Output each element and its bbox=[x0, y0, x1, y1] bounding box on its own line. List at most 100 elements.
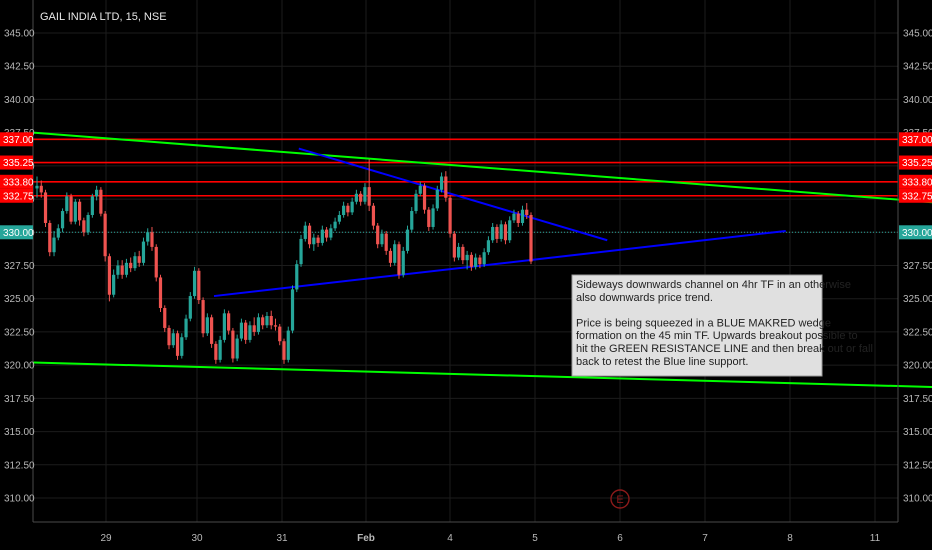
candle-body bbox=[158, 277, 163, 309]
y-tick-label-right: 340.00 bbox=[903, 95, 932, 106]
candle-body bbox=[431, 208, 435, 227]
candle-body bbox=[384, 233, 388, 251]
candle-body bbox=[427, 209, 431, 227]
candle-body bbox=[39, 185, 43, 193]
trend-line-blue-upper[interactable] bbox=[298, 147, 608, 242]
annotation-text-line: hit the GREEN RESISTANCE LINE and then b… bbox=[576, 343, 873, 355]
drawn-lines bbox=[33, 131, 932, 388]
candle-body bbox=[48, 222, 52, 253]
resistance-price-tag bbox=[899, 132, 932, 147]
x-tick-label: Feb bbox=[357, 533, 375, 544]
event-marker-group[interactable]: E bbox=[610, 489, 630, 509]
y-tick-label-left: 325.00 bbox=[4, 294, 35, 305]
resistance-price-label: 332.75 bbox=[3, 191, 34, 202]
candle-body bbox=[371, 205, 376, 226]
y-tick-label-left: 345.00 bbox=[4, 29, 35, 40]
candle-body bbox=[69, 196, 73, 222]
candle-body bbox=[210, 317, 214, 344]
candle-body bbox=[103, 213, 107, 257]
candle-body bbox=[316, 237, 320, 243]
candle-body bbox=[499, 224, 503, 239]
candle-body bbox=[137, 256, 141, 263]
candle-body bbox=[290, 289, 295, 331]
resistance-price-label: 332.75 bbox=[902, 191, 932, 202]
resistance-price-label: 333.80 bbox=[902, 177, 932, 188]
candle-body bbox=[227, 313, 231, 331]
y-tick-label-right: 312.50 bbox=[903, 460, 932, 471]
y-tick-label-right: 317.50 bbox=[903, 394, 932, 405]
candle-body bbox=[465, 254, 469, 261]
candle-body bbox=[405, 229, 410, 251]
candle-body bbox=[401, 250, 405, 275]
candle-body bbox=[388, 250, 393, 263]
candle-body bbox=[214, 343, 218, 360]
y-tick-label-right: 320.00 bbox=[903, 361, 932, 372]
trend-line-green-upper[interactable] bbox=[33, 131, 932, 205]
candle-body bbox=[363, 187, 367, 202]
x-tick-label: 29 bbox=[100, 533, 112, 544]
candle-body bbox=[235, 338, 239, 359]
annotation-background bbox=[571, 274, 823, 377]
annotation-text-line: Sideways downwards channel on 4hr TF in … bbox=[576, 279, 851, 291]
current-price-tag bbox=[899, 225, 932, 240]
trend-line-green-lower[interactable] bbox=[33, 361, 932, 388]
resistance-price-label: 333.80 bbox=[3, 177, 34, 188]
candle-body bbox=[99, 189, 103, 214]
candle-body bbox=[256, 317, 261, 332]
resistance-price-label: 335.25 bbox=[902, 158, 932, 169]
candle-body bbox=[525, 209, 529, 216]
candle-body bbox=[146, 232, 150, 242]
candle-body bbox=[65, 196, 69, 212]
candle-body bbox=[529, 215, 533, 262]
candle-body bbox=[248, 325, 252, 340]
candle-body bbox=[171, 333, 175, 346]
y-tick-label-left: 312.50 bbox=[4, 460, 35, 471]
earnings-event-icon[interactable] bbox=[610, 489, 630, 509]
candle-body bbox=[73, 201, 77, 222]
candle-body bbox=[448, 197, 452, 234]
candle-body bbox=[320, 229, 324, 243]
candle-body bbox=[278, 326, 282, 342]
candle-body bbox=[133, 256, 137, 269]
event-marker-label: E bbox=[616, 494, 623, 506]
annotation-text-line: also downwards price trend. bbox=[576, 292, 713, 304]
candle-body bbox=[303, 225, 307, 239]
candle-body bbox=[77, 201, 82, 221]
candle-body bbox=[112, 274, 116, 295]
candle-body bbox=[418, 185, 422, 194]
candle-body bbox=[337, 215, 341, 222]
candle-body bbox=[520, 209, 525, 223]
y-tick-label-right: 315.00 bbox=[903, 427, 932, 438]
y-tick-label-left: 340.00 bbox=[4, 95, 35, 106]
candle-body bbox=[273, 325, 278, 327]
x-tick-label: 30 bbox=[191, 533, 203, 544]
resistance-price-tag bbox=[0, 132, 33, 147]
candles bbox=[35, 159, 533, 364]
candle-body bbox=[197, 270, 201, 301]
resistance-price-tag bbox=[899, 174, 932, 189]
candle-body bbox=[397, 244, 401, 275]
x-tick-label: 4 bbox=[447, 533, 453, 544]
candle-body bbox=[376, 225, 380, 245]
current-price-tag bbox=[0, 225, 33, 240]
candle-body bbox=[359, 193, 363, 202]
candle-body bbox=[269, 315, 273, 326]
y-tick-label-right: 322.50 bbox=[903, 327, 932, 338]
candle-body bbox=[422, 185, 427, 210]
candle-body bbox=[150, 232, 154, 247]
candle-body bbox=[329, 228, 333, 238]
x-tick-label: 31 bbox=[276, 533, 288, 544]
candle-body bbox=[439, 176, 444, 190]
candle-body bbox=[188, 296, 192, 319]
x-tick-label: 6 bbox=[617, 533, 623, 544]
trend-line-blue-lower[interactable] bbox=[213, 229, 786, 298]
candle-body bbox=[508, 220, 512, 241]
candle-body bbox=[265, 315, 269, 326]
candle-body bbox=[516, 213, 520, 223]
candle-body bbox=[231, 330, 235, 359]
candle-body bbox=[495, 226, 499, 239]
candle-body bbox=[350, 201, 354, 213]
y-tick-label-right: 345.00 bbox=[903, 29, 932, 40]
